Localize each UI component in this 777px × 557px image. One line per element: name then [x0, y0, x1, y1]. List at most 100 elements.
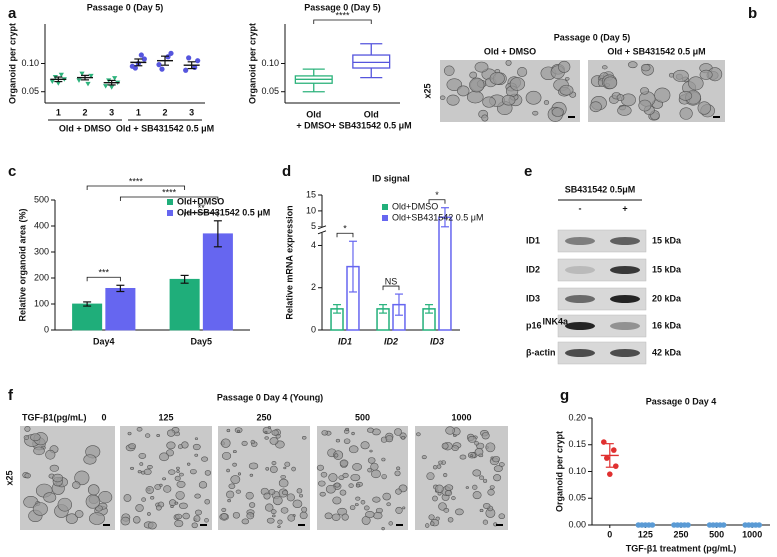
organoid [137, 470, 142, 474]
organoid [481, 432, 490, 440]
concentration-label: 0 [101, 412, 106, 422]
organoid [267, 426, 271, 429]
organoid [381, 526, 385, 531]
x-tick-label: Old [364, 109, 379, 119]
y-tick-label: 15 [306, 189, 316, 199]
organoid [478, 453, 484, 458]
x-tick-label: 0 [607, 529, 612, 539]
organoid [237, 429, 241, 433]
lane-label: - [579, 203, 582, 213]
organoid [355, 483, 361, 488]
organoid [367, 457, 376, 464]
x-tick-label: 3 [109, 107, 114, 117]
organoid [401, 435, 406, 440]
y-tick-label: 0 [311, 324, 316, 334]
group-label: Old + DMSO [59, 123, 111, 133]
organoid [176, 470, 180, 473]
group-label: Old + SB431542 0.5 μM [116, 123, 214, 133]
micrograph-title: Passage 0 (Day 5) [554, 32, 631, 42]
organoid [278, 478, 289, 488]
organoid [147, 464, 153, 470]
organoid [331, 513, 341, 521]
point [613, 463, 619, 469]
blot-strip [557, 314, 647, 338]
organoid [178, 502, 188, 510]
organoid [283, 466, 287, 470]
organoid [459, 454, 467, 460]
organoid [373, 511, 383, 520]
organoid [266, 517, 275, 524]
organoid [332, 496, 342, 505]
y-tick-label: 5 [311, 221, 316, 231]
organoid [341, 513, 349, 521]
scale-bar [568, 116, 575, 118]
panel-label: g [560, 387, 569, 404]
organoid [133, 516, 141, 524]
organoid [166, 441, 176, 450]
chart-title: ID signal [372, 173, 410, 183]
organoid [141, 497, 146, 502]
blot-band [565, 237, 595, 245]
organoid [446, 94, 460, 106]
organoid [388, 521, 393, 526]
bar [169, 278, 200, 331]
organoid [194, 437, 199, 440]
organoid [270, 509, 277, 515]
organoid [360, 441, 370, 450]
organoid [175, 513, 183, 520]
y-tick-label: 0.05 [261, 86, 279, 96]
legend-label: Old+SB431542 0.5 μM [177, 207, 270, 217]
organoid [221, 451, 232, 460]
organoid [466, 90, 484, 104]
organoid [564, 76, 570, 81]
concentration-label: 500 [355, 412, 370, 422]
blot-band [610, 322, 640, 330]
legend-swatch [382, 204, 388, 210]
x-tick-label: Day5 [190, 336, 212, 346]
blot-band [610, 266, 640, 274]
x-tick-label: ID3 [430, 336, 444, 346]
organoid [589, 101, 602, 113]
organoid [24, 425, 31, 432]
organoid [467, 435, 477, 443]
blot-band [565, 295, 595, 303]
scale-bar [713, 116, 720, 118]
micrograph [588, 60, 725, 122]
organoid [638, 99, 652, 112]
organoid [237, 472, 242, 476]
panel-label: a [8, 5, 17, 22]
organoid [250, 439, 256, 445]
organoid [443, 472, 448, 478]
x-tick-label: 125 [638, 529, 653, 539]
organoid [147, 512, 151, 516]
organoid [145, 433, 151, 438]
organoid [232, 511, 240, 519]
significance-label: ** [198, 203, 206, 213]
organoid [487, 489, 495, 496]
organoid [371, 469, 381, 479]
blot-row-label: ID1 [526, 235, 540, 245]
organoid [204, 499, 210, 505]
y-tick-label: 500 [34, 194, 49, 204]
significance-label: * [435, 190, 439, 200]
significance-label: * [343, 224, 347, 234]
organoid [316, 464, 324, 471]
organoid [386, 502, 391, 507]
organoid [166, 429, 176, 437]
x-tick-label: 2 [162, 107, 167, 117]
blot-band [565, 322, 595, 330]
blot-row-label: β-actin [526, 347, 556, 357]
significance-label: **** [162, 187, 177, 197]
panel-label: f [8, 387, 14, 404]
organoid [558, 60, 571, 73]
organoid [162, 477, 167, 481]
concentration-label: 1000 [451, 412, 471, 422]
bar [105, 287, 136, 331]
organoid [324, 512, 333, 520]
micrograph [20, 425, 115, 530]
blot-size: 15 kDa [652, 264, 682, 274]
organoid [280, 474, 286, 479]
y-tick-label: 100 [34, 298, 49, 308]
blot-row-superscript: INK4a [543, 316, 570, 326]
organoid [176, 466, 180, 470]
